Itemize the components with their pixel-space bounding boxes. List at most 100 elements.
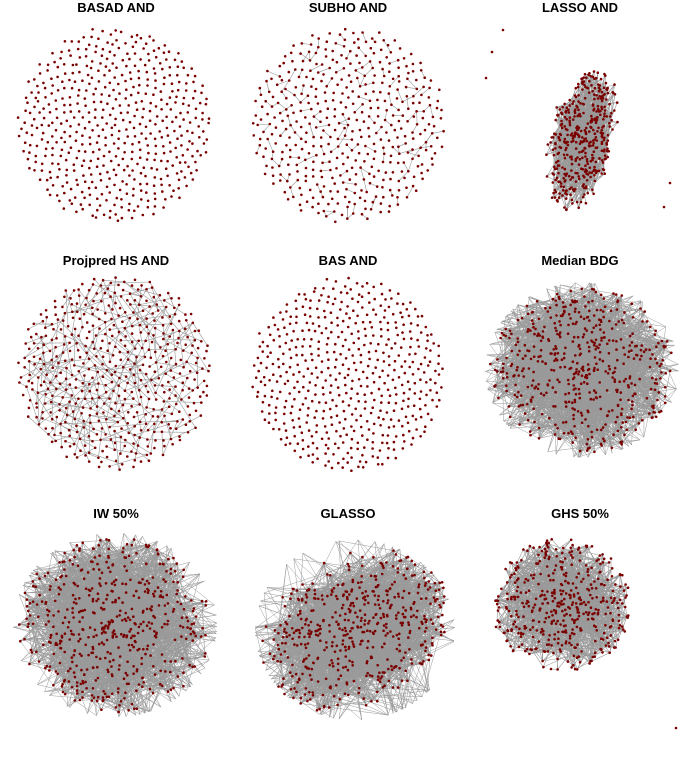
- network-node: [571, 137, 575, 140]
- network-edge: [97, 309, 130, 319]
- network-node: [92, 299, 95, 303]
- network-node: [574, 180, 578, 183]
- network-node: [152, 184, 156, 187]
- network-node: [319, 136, 323, 139]
- network-node: [51, 426, 54, 430]
- network-node: [51, 162, 54, 165]
- network-node: [315, 183, 319, 186]
- network-node: [63, 86, 66, 90]
- network-node: [400, 170, 404, 173]
- network-node: [379, 424, 382, 427]
- network-node: [364, 40, 368, 44]
- network-node: [339, 174, 342, 177]
- network-node: [164, 167, 168, 170]
- network-edge: [104, 398, 134, 404]
- network-node: [422, 110, 426, 113]
- network-node: [557, 196, 561, 199]
- network-node: [425, 347, 428, 350]
- network-node: [282, 412, 286, 416]
- network-node: [411, 184, 415, 188]
- network-node: [35, 406, 39, 409]
- network-node: [101, 29, 104, 33]
- network-node: [108, 425, 111, 429]
- network-node: [42, 362, 46, 366]
- network-edge: [290, 156, 299, 158]
- network-node: [588, 171, 591, 174]
- network-node: [128, 57, 131, 61]
- network-node: [561, 166, 564, 169]
- network-node: [358, 85, 362, 88]
- network-node: [415, 87, 419, 91]
- network-node: [322, 409, 326, 413]
- network-node: [65, 455, 68, 459]
- network-node: [404, 142, 408, 145]
- network-node: [555, 161, 558, 164]
- network-node: [380, 282, 383, 286]
- network-node: [130, 284, 134, 287]
- network-node: [193, 89, 197, 93]
- network-node: [33, 105, 36, 109]
- network-node: [51, 147, 54, 150]
- network-node: [187, 165, 190, 169]
- network-node: [64, 158, 68, 162]
- network-node: [59, 328, 63, 331]
- network-node: [176, 88, 180, 92]
- network-node: [593, 174, 596, 177]
- network-node: [114, 213, 117, 216]
- network-node: [68, 78, 71, 82]
- network-node: [399, 311, 402, 315]
- network-node: [177, 319, 181, 323]
- network-node: [327, 358, 330, 362]
- network-node: [186, 129, 189, 133]
- network-node: [386, 374, 390, 377]
- network-node: [154, 350, 157, 354]
- network-node: [85, 321, 89, 324]
- network-node: [327, 447, 330, 450]
- network-node: [192, 401, 196, 405]
- network-node: [599, 113, 602, 117]
- network-node: [354, 69, 358, 72]
- network-node: [136, 444, 140, 447]
- network-node: [292, 44, 295, 47]
- network-node: [574, 159, 577, 162]
- network-edge: [398, 170, 409, 182]
- network-node: [355, 282, 359, 285]
- network-node: [290, 405, 294, 408]
- network-node: [63, 111, 66, 114]
- network-node: [596, 104, 600, 108]
- network-node: [559, 133, 563, 137]
- network-node: [396, 161, 400, 165]
- network-node: [119, 358, 123, 362]
- network-node: [375, 131, 378, 135]
- network-node: [589, 175, 592, 179]
- network-node: [354, 159, 358, 162]
- network-node: [367, 350, 371, 354]
- network-node: [158, 293, 162, 297]
- network-edge: [301, 43, 312, 45]
- network-node: [68, 349, 72, 353]
- network-node: [574, 187, 577, 191]
- network-node: [372, 334, 375, 337]
- network-node: [357, 378, 361, 381]
- network-node: [285, 96, 288, 100]
- network-node: [321, 386, 325, 390]
- network-node: [383, 309, 387, 312]
- network-node: [403, 360, 407, 363]
- network-node: [346, 305, 349, 308]
- network-node: [260, 105, 264, 108]
- network-node: [330, 77, 334, 80]
- network-node: [327, 202, 330, 206]
- network-node: [338, 33, 342, 36]
- network-node: [381, 441, 384, 445]
- network-node: [176, 65, 180, 68]
- network-node: [355, 54, 358, 57]
- network-node: [88, 389, 92, 393]
- network-node: [552, 173, 556, 176]
- network-node: [387, 447, 390, 450]
- network-node: [566, 133, 569, 137]
- network-edge: [100, 439, 134, 444]
- network-node: [333, 297, 337, 301]
- network-node: [78, 437, 82, 441]
- network-node: [550, 196, 554, 199]
- network-edge: [362, 32, 367, 42]
